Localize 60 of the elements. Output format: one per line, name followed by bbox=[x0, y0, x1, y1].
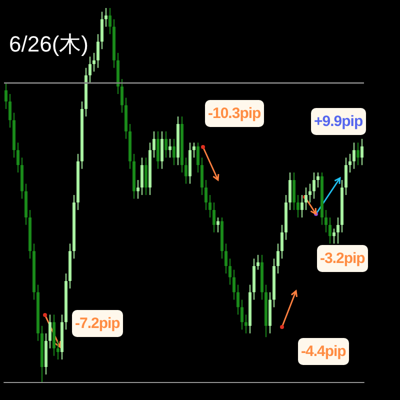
candlestick bbox=[164, 130, 168, 158]
candlestick bbox=[228, 258, 232, 286]
annotation: -3.2pip bbox=[317, 245, 368, 272]
candlestick bbox=[216, 216, 220, 233]
candlestick bbox=[144, 157, 148, 196]
candlestick bbox=[160, 130, 164, 170]
candlestick bbox=[324, 209, 328, 233]
candlestick bbox=[48, 314, 52, 349]
candlestick bbox=[308, 183, 312, 203]
candlestick bbox=[300, 194, 304, 218]
candlestick bbox=[172, 138, 176, 166]
candlestick bbox=[288, 172, 292, 210]
candlestick bbox=[152, 130, 156, 158]
candlestick bbox=[140, 157, 144, 196]
candlestick bbox=[56, 340, 60, 360]
candlestick bbox=[244, 314, 248, 334]
candlestick bbox=[204, 180, 208, 210]
candlestick bbox=[348, 153, 352, 174]
candlestick bbox=[120, 78, 124, 114]
candlestick bbox=[292, 172, 296, 210]
candlestick bbox=[356, 142, 360, 166]
annotation: -7.2pip bbox=[72, 310, 123, 337]
annotation: -4.4pip bbox=[298, 338, 349, 365]
candlestick bbox=[344, 157, 348, 196]
candlestick bbox=[316, 172, 320, 188]
candlestick bbox=[312, 172, 316, 200]
candlestick bbox=[16, 142, 20, 174]
candlestick bbox=[92, 52, 96, 72]
candlestick bbox=[8, 94, 12, 128]
candlestick bbox=[100, 11, 104, 50]
candlestick bbox=[240, 299, 244, 330]
candlestick bbox=[136, 180, 140, 200]
candlestick bbox=[108, 8, 112, 35]
candlestick bbox=[96, 34, 100, 68]
candlestick bbox=[4, 82, 8, 110]
candlestick bbox=[280, 224, 284, 260]
candlestick bbox=[156, 130, 160, 170]
text: 6/26(木) bbox=[9, 32, 88, 56]
candlestick bbox=[336, 216, 340, 244]
candlestick bbox=[360, 138, 364, 166]
candlestick bbox=[196, 142, 200, 174]
annotation: -10.3pip bbox=[205, 100, 264, 127]
candlestick bbox=[184, 157, 188, 184]
candlestick bbox=[236, 284, 240, 316]
candlestick bbox=[88, 56, 92, 84]
candlestick bbox=[352, 142, 356, 170]
candlestick bbox=[332, 228, 336, 244]
candlestick bbox=[168, 138, 172, 158]
candlestick bbox=[212, 202, 216, 233]
candlestick bbox=[256, 254, 260, 270]
candlestick bbox=[208, 194, 212, 218]
annotation: +9.9pip bbox=[311, 108, 366, 135]
candlestick bbox=[104, 8, 108, 28]
candlestick bbox=[232, 269, 236, 300]
candlestick bbox=[192, 142, 196, 158]
candlestick bbox=[296, 194, 300, 218]
candlestick bbox=[224, 243, 228, 274]
candlestick bbox=[328, 216, 332, 244]
candlestick bbox=[200, 157, 204, 196]
candlestick bbox=[276, 243, 280, 274]
